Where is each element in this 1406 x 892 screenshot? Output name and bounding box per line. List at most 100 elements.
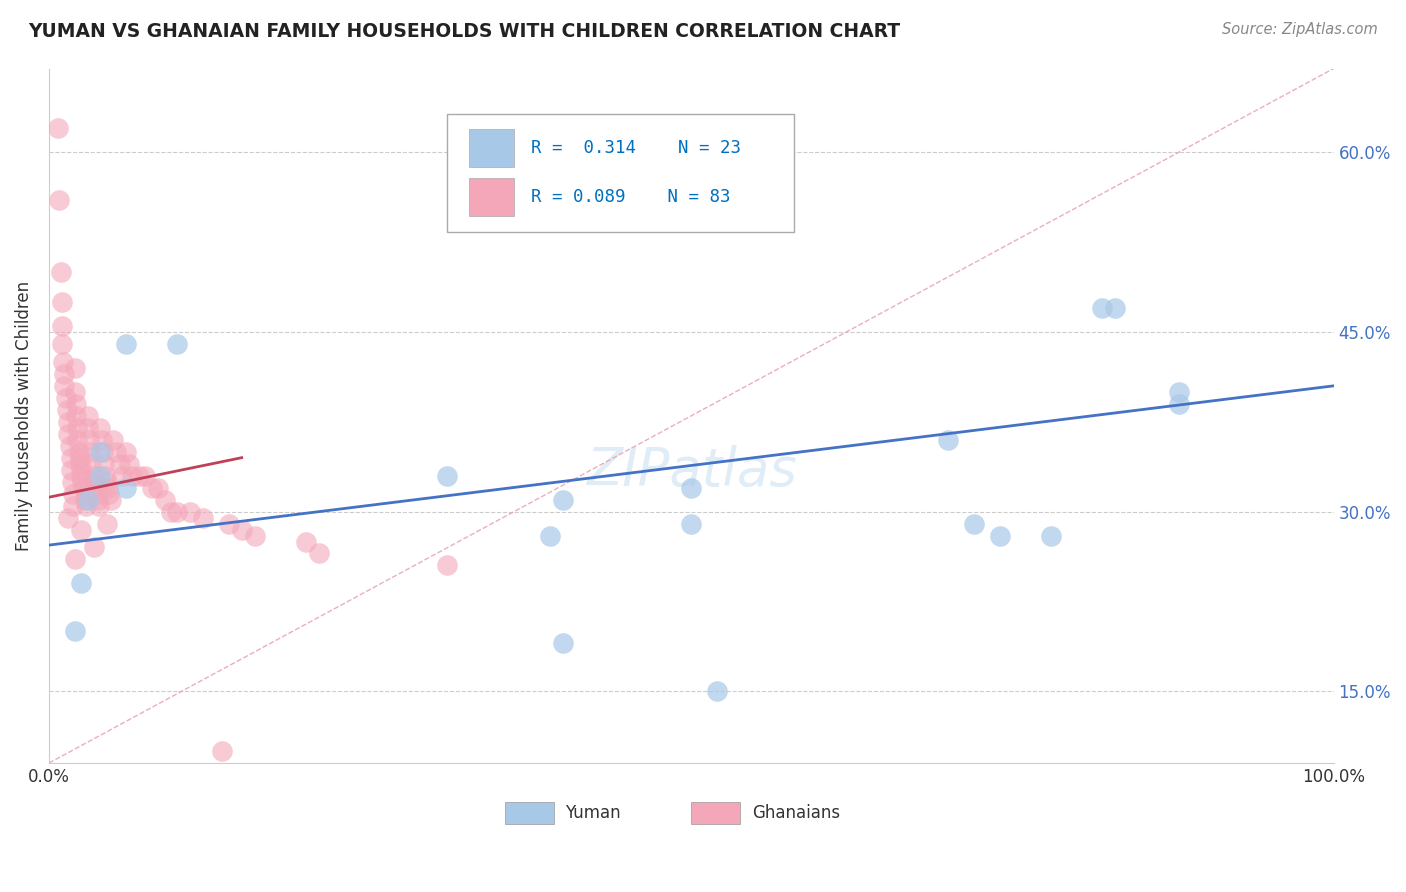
Point [58, 510, 80, 524]
Point [84, 481, 107, 495]
Point [681, 516, 703, 531]
Point [211, 744, 233, 758]
Point [70, 463, 93, 477]
Point [70, 576, 93, 591]
Point [73, 481, 96, 495]
Point [69, 457, 91, 471]
Point [63, 624, 86, 639]
Point [1168, 397, 1191, 411]
Point [80, 457, 103, 471]
Point [308, 546, 330, 560]
Point [97, 481, 120, 495]
Point [231, 523, 253, 537]
Point [91, 444, 114, 458]
Point [69, 450, 91, 465]
Point [988, 528, 1011, 542]
Point [166, 505, 188, 519]
Point [76, 409, 98, 423]
Point [83, 541, 105, 555]
Point [160, 505, 183, 519]
Text: Source: ZipAtlas.com: Source: ZipAtlas.com [1222, 22, 1378, 37]
Point [436, 468, 458, 483]
Point [62, 499, 84, 513]
Point [58, 415, 80, 429]
Point [65, 409, 87, 423]
Point [53, 379, 76, 393]
Point [191, 510, 214, 524]
Point [128, 468, 150, 483]
Point [96, 475, 118, 489]
Point [90, 433, 112, 447]
Point [73, 486, 96, 500]
Point [66, 421, 89, 435]
Point [66, 433, 89, 447]
Point [100, 492, 122, 507]
Point [87, 492, 110, 507]
Text: R =  0.314    N = 23: R = 0.314 N = 23 [530, 139, 741, 157]
Point [1104, 301, 1126, 315]
Point [108, 457, 131, 471]
Point [103, 433, 125, 447]
FancyBboxPatch shape [470, 178, 515, 216]
Text: YUMAN VS GHANAIAN FAMILY HOUSEHOLDS WITH CHILDREN CORRELATION CHART: YUMAN VS GHANAIAN FAMILY HOUSEHOLDS WITH… [28, 22, 900, 41]
Point [77, 433, 100, 447]
Point [87, 499, 110, 513]
Point [243, 528, 266, 542]
Text: R = 0.089    N = 83: R = 0.089 N = 83 [530, 188, 730, 206]
Point [51, 337, 73, 351]
Point [52, 355, 75, 369]
Point [96, 516, 118, 531]
Point [1040, 528, 1063, 542]
Point [936, 433, 959, 447]
Point [146, 481, 169, 495]
Point [70, 523, 93, 537]
Point [59, 463, 82, 477]
Point [115, 481, 138, 495]
Point [83, 475, 105, 489]
Bar [505, 802, 554, 824]
Point [89, 444, 111, 458]
Text: Yuman: Yuman [565, 804, 621, 822]
Point [117, 457, 139, 471]
Point [55, 391, 77, 405]
Point [681, 481, 703, 495]
Point [538, 528, 561, 542]
Point [65, 397, 87, 411]
Point [59, 450, 82, 465]
Point [72, 475, 94, 489]
Point [1091, 301, 1114, 315]
Point [75, 499, 97, 513]
Point [89, 468, 111, 483]
Point [63, 552, 86, 566]
Point [58, 439, 80, 453]
Bar [692, 802, 740, 824]
Point [51, 318, 73, 333]
Point [49, 265, 72, 279]
FancyBboxPatch shape [447, 113, 794, 232]
Point [79, 444, 101, 458]
Point [76, 492, 98, 507]
Point [67, 444, 90, 458]
Point [63, 384, 86, 399]
Point [179, 505, 201, 519]
Point [89, 421, 111, 435]
FancyBboxPatch shape [470, 129, 515, 168]
Point [56, 402, 79, 417]
Point [70, 468, 93, 483]
Y-axis label: Family Households with Children: Family Households with Children [15, 281, 32, 551]
Point [121, 468, 143, 483]
Point [166, 337, 188, 351]
Text: ZIPatlas: ZIPatlas [586, 445, 797, 498]
Point [104, 444, 127, 458]
Point [134, 468, 156, 483]
Point [98, 486, 121, 500]
Point [93, 457, 115, 471]
Point [295, 534, 318, 549]
Point [60, 475, 83, 489]
Point [63, 360, 86, 375]
Text: Ghanaians: Ghanaians [752, 804, 839, 822]
Point [73, 492, 96, 507]
Point [218, 516, 240, 531]
Point [76, 421, 98, 435]
Point [82, 468, 104, 483]
